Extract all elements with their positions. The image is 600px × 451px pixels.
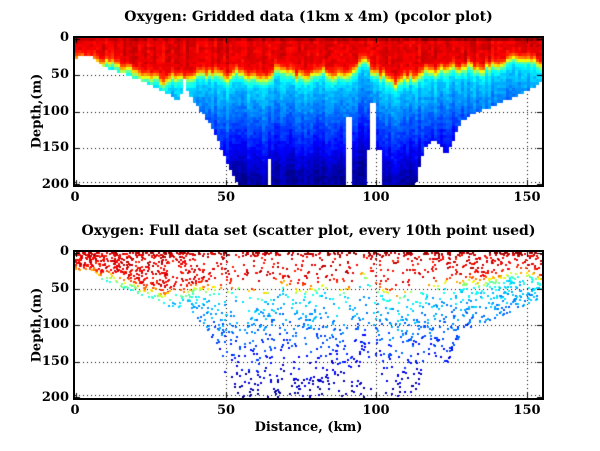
x-tick-label: 0 — [70, 403, 80, 418]
y-tick-label: 0 — [59, 30, 69, 45]
x-tick-label: 150 — [513, 403, 541, 418]
x-tick-label: 100 — [362, 403, 390, 418]
scatter-plot-title: Oxygen: Full data set (scatter plot, eve… — [81, 223, 536, 239]
y-tick-label: 200 — [41, 390, 69, 405]
x-tick-label: 100 — [362, 190, 390, 205]
x-tick-label: 50 — [216, 190, 236, 205]
y-tick-label: 150 — [41, 354, 69, 369]
y-tick-label: 100 — [41, 317, 69, 332]
y-tick-label: 150 — [41, 140, 69, 155]
y-tick-label: 50 — [50, 67, 69, 82]
scatter-plot-canvas — [75, 252, 542, 398]
x-tick-label: 0 — [70, 190, 80, 205]
x-axis-label: Distance, (km) — [254, 420, 363, 435]
y-tick-label: 50 — [50, 281, 69, 296]
y-tick-label: 200 — [41, 177, 69, 192]
pcolor-plot-title: Oxygen: Gridded data (1km x 4m) (pcolor … — [124, 9, 493, 25]
x-tick-label: 50 — [216, 403, 236, 418]
pcolor-plot-canvas — [75, 38, 542, 185]
y-tick-label: 0 — [59, 244, 69, 259]
x-tick-label: 150 — [513, 190, 541, 205]
y-tick-label: 100 — [41, 104, 69, 119]
